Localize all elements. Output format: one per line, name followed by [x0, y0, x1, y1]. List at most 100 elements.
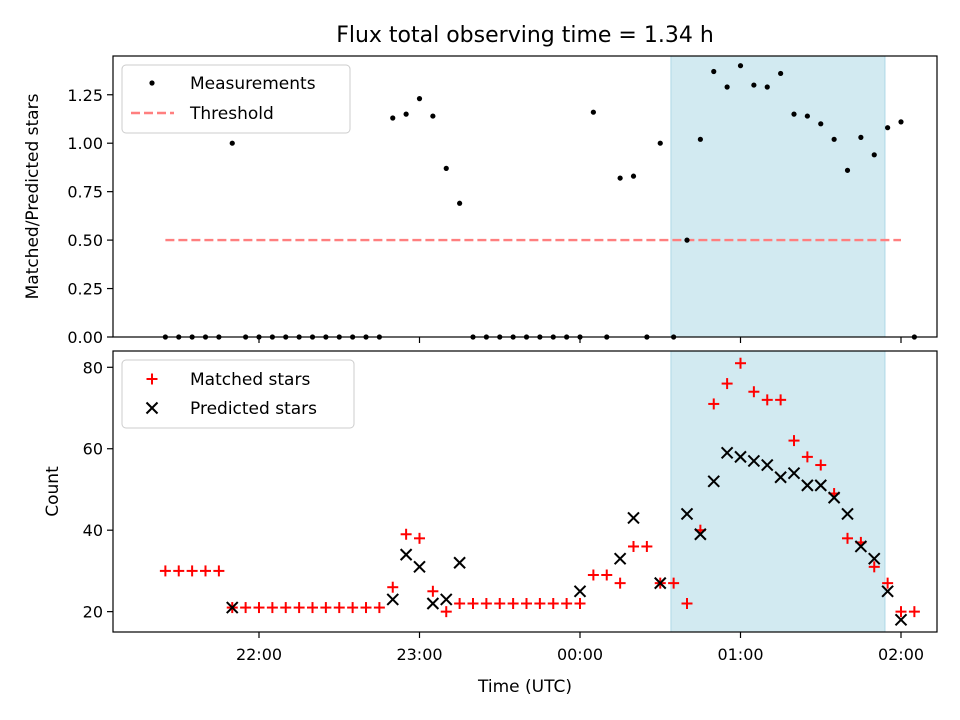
measurement-point [804, 113, 810, 119]
matched-star-marker [788, 435, 800, 447]
matched-star-marker [681, 597, 693, 609]
matched-star-marker [507, 597, 519, 609]
matched-star-marker [547, 597, 559, 609]
matched-star-marker [280, 602, 292, 614]
top-legend: Measurements Threshold [121, 64, 351, 134]
predicted-star-marker [787, 466, 801, 480]
matched-star-marker [320, 602, 332, 614]
matched-star-marker [467, 597, 479, 609]
matched-star-marker [186, 565, 198, 577]
matched-star-marker [748, 386, 760, 398]
matched-star-marker [587, 569, 599, 581]
legend-label-matched: Matched stars [190, 370, 310, 390]
predicted-star-marker [734, 450, 747, 464]
matched-star-marker [628, 540, 639, 552]
measurement-point [711, 68, 717, 75]
top-y-axis-label: Matched/Predicted stars [23, 93, 43, 299]
matched-star-marker [307, 602, 318, 614]
matched-star-marker [561, 597, 573, 609]
y-tick-label: 60 [83, 440, 103, 459]
measurement-point [457, 200, 463, 206]
y-tick-label: 0.25 [67, 280, 103, 299]
matched-star-marker [614, 577, 626, 589]
matched-star-marker [868, 561, 880, 573]
x-tick-label: 22:00 [236, 645, 282, 664]
measurement-point [403, 111, 409, 117]
predicted-star-points [226, 446, 908, 626]
legend-box [121, 64, 351, 134]
bottom-y-ticks: 20 40 60 80 [83, 358, 113, 622]
predicted-star-marker [827, 491, 841, 504]
predicted-star-marker [707, 475, 720, 488]
measurement-point [590, 109, 596, 115]
matched-star-marker [534, 597, 546, 609]
matched-star-marker [400, 528, 412, 540]
legend-matched-marker [146, 373, 158, 385]
matched-star-marker [347, 602, 359, 614]
predicted-star-marker [399, 548, 413, 561]
matched-star-marker [200, 565, 211, 577]
predicted-star-marker [573, 585, 587, 598]
measurement-point [390, 115, 396, 121]
measurement-point [697, 136, 703, 142]
shaded-interval [670, 350, 886, 633]
x-tick-label: 00:00 [557, 645, 603, 664]
predicted-star-marker [613, 552, 627, 565]
predicted-star-marker [894, 613, 908, 626]
y-tick-label: 1.25 [67, 86, 103, 105]
matched-star-marker [414, 532, 425, 544]
y-tick-label: 20 [83, 603, 103, 622]
predicted-star-marker [654, 576, 667, 590]
legend-measurement-marker [149, 80, 155, 86]
predicted-star-marker [841, 507, 854, 521]
matched-star-marker [440, 606, 452, 618]
measurement-point [684, 237, 690, 243]
measurement-point [416, 96, 423, 102]
predicted-star-marker [694, 528, 707, 541]
legend-label-predicted: Predicted stars [190, 399, 317, 419]
measurement-point [831, 136, 837, 142]
measurement-point [430, 113, 436, 119]
matched-star-marker [159, 565, 171, 577]
measurement-point [885, 125, 891, 131]
matched-star-marker [253, 602, 265, 614]
chart-title: Flux total observing time = 1.34 h [336, 23, 714, 48]
bottom-plot-frame [112, 350, 938, 633]
predicted-star-marker [453, 556, 466, 569]
observing-window-shade [670, 55, 886, 338]
measurement-point [898, 119, 904, 125]
predicted-star-marker [761, 458, 774, 472]
matched-star-marker [668, 577, 680, 589]
matched-star-marker [387, 581, 399, 593]
y-tick-label: 80 [83, 358, 103, 377]
top-plot-frame [112, 55, 938, 338]
y-tick-label: 1.00 [67, 134, 103, 153]
matched-star-marker [266, 602, 278, 614]
x-tick-label: 02:00 [878, 645, 924, 664]
matched-star-marker [427, 585, 439, 597]
observing-window-shade-bottom [670, 350, 886, 633]
matched-star-marker [842, 532, 853, 544]
predicted-star-marker [426, 597, 440, 610]
legend-box [121, 359, 355, 429]
y-tick-label: 0.00 [67, 328, 103, 347]
matched-star-marker [333, 602, 345, 614]
matched-star-marker [708, 398, 720, 410]
matched-star-marker [480, 597, 492, 609]
top-panel: Flux total observing time = 1.34 h 0.00 0… [23, 23, 938, 347]
measurement-point [724, 84, 730, 90]
measurement-point [818, 121, 824, 127]
matched-star-marker [173, 565, 185, 577]
predicted-star-marker [747, 454, 761, 468]
x-axis-label: Time (UTC) [477, 677, 572, 697]
matched-star-marker [454, 597, 466, 609]
matched-star-marker [373, 602, 385, 614]
matched-star-marker [815, 459, 827, 471]
matched-star-marker [521, 597, 532, 609]
matched-star-marker [761, 394, 773, 406]
legend-label-threshold: Threshold [189, 104, 274, 124]
matched-star-marker [882, 577, 894, 589]
measurement-point [229, 140, 235, 146]
predicted-star-marker [801, 479, 814, 492]
